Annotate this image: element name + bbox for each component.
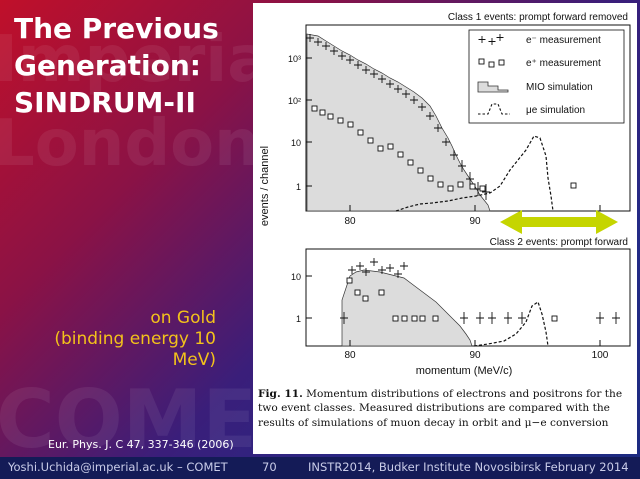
legend-label-eplus: e⁺ measurement <box>526 58 601 69</box>
y-axis-label: events / channel <box>259 146 271 226</box>
mue-simulation-panel2 <box>473 301 549 347</box>
footer-page-number: 70 <box>262 460 277 474</box>
panel2-xtick-100: 100 <box>592 350 609 361</box>
eminus-points-panel1 <box>306 34 490 200</box>
panel2-xtick-90: 90 <box>469 350 481 361</box>
panel2-title: Class 2 events: prompt forward <box>490 237 628 248</box>
figure-caption: Fig. 11. Momentum distributions of elect… <box>258 387 630 430</box>
filled-histogram-icon <box>477 81 509 93</box>
panel1-ytick-1000: 10³ <box>288 54 301 64</box>
note-line-3: MeV) <box>172 350 216 370</box>
panel1-ytick-100: 10² <box>288 96 301 106</box>
note-line-2: (binding energy 10 <box>54 329 216 349</box>
title-line-2: Generation: <box>14 49 201 82</box>
footer-event: INSTR2014, Budker Institute Novosibirsk … <box>308 460 629 474</box>
eplus-points-panel2 <box>346 277 558 322</box>
watermark-imperial: Imperial <box>0 23 293 97</box>
double-arrow-icon <box>500 210 618 234</box>
panel2-axis-ticks <box>306 275 601 346</box>
citation: Eur. Phys. J. C 47, 337-346 (2006) <box>48 438 234 451</box>
panel1-ytick-10: 10 <box>291 138 301 148</box>
square-marker-icon <box>478 58 505 68</box>
caption-text: Momentum distributions of electrons and … <box>258 388 623 429</box>
legend-label-mio: MIO simulation <box>526 82 593 93</box>
eplus-points-panel1 <box>311 105 577 192</box>
legend-label-eminus: e⁻ measurement <box>526 35 601 46</box>
binding-energy-note: on Gold (binding energy 10 MeV) <box>6 308 216 371</box>
watermark-london: London <box>0 107 260 181</box>
note-line-1: on Gold <box>150 308 216 328</box>
footer-author: Yoshi.Uchida@imperial.ac.uk – COMET <box>8 460 228 474</box>
panel1-ytick-1: 1 <box>296 182 301 192</box>
legend-label-mue: μe simulation <box>526 105 585 116</box>
panel1-axis-ticks <box>306 57 601 211</box>
mue-simulation-panel1 <box>395 135 554 212</box>
title-line-3: SINDRUM-II <box>14 86 196 119</box>
eminus-points-panel2 <box>340 258 620 324</box>
caption-label: Fig. 11. <box>258 388 303 400</box>
footer-bar: Yoshi.Uchida@imperial.ac.uk – COMET 70 I… <box>0 457 640 479</box>
panel1-xtick-90: 90 <box>469 216 481 227</box>
x-axis-label: momentum (MeV/c) <box>416 365 513 377</box>
panel1-xtick-80: 80 <box>344 216 356 227</box>
panel2-ytick-10: 10 <box>291 272 301 282</box>
panel2-ytick-1: 1 <box>296 314 301 324</box>
panel1-title: Class 1 events: prompt forward removed <box>448 12 628 23</box>
panel2-xtick-80: 80 <box>344 350 356 361</box>
title-line-1: The Previous <box>14 12 219 45</box>
dashed-line-icon <box>478 103 510 115</box>
slide-title: The Previous Generation: SINDRUM-II <box>14 10 244 121</box>
plus-marker-icon <box>478 34 504 45</box>
mio-histogram-panel2 <box>341 269 473 347</box>
legend-box <box>468 29 625 124</box>
